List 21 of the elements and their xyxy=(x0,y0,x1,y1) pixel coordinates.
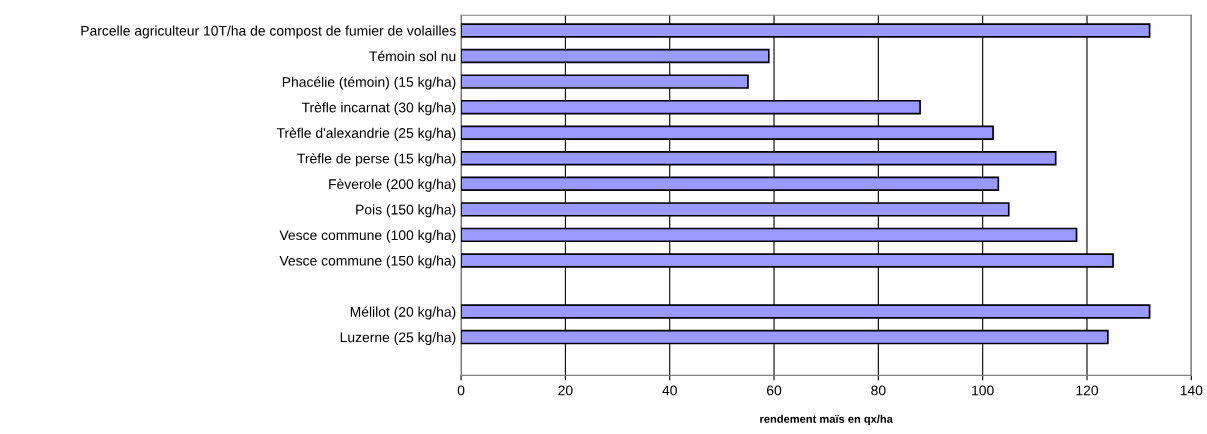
x-tick-label: 120 xyxy=(1076,385,1099,396)
y-tick-label: Mélilot (20 kg/ha) xyxy=(350,306,456,320)
x-tick-label: 20 xyxy=(558,385,573,396)
y-tick-label: Fèverole (200 kg/ha) xyxy=(329,178,456,192)
y-tick-label: Trèfle incarnat (30 kg/ha) xyxy=(301,102,456,116)
x-tick-label: 80 xyxy=(871,385,886,396)
x-tick-label: 0 xyxy=(457,385,465,396)
y-tick-label: Vesce commune (100 kg/ha) xyxy=(279,229,456,243)
y-tick-label: Phacélie (témoin) (15 kg/ha) xyxy=(282,76,456,90)
y-tick-label: Vesce commune (150 kg/ha) xyxy=(279,255,456,269)
x-axis-title: rendement maïs en qx/ha xyxy=(760,414,893,426)
y-tick-label: Trèfle de perse (15 kg/ha) xyxy=(297,153,456,167)
x-tick-label: 60 xyxy=(767,385,782,396)
x-tick-label: 100 xyxy=(972,385,994,396)
y-tick-label: Pois (150 kg/ha) xyxy=(356,204,456,218)
y-tick-label: Trèfle d'alexandrie (25 kg/ha) xyxy=(276,127,456,141)
x-tick-label: 140 xyxy=(1180,385,1203,396)
x-tick-label: 40 xyxy=(662,385,677,396)
y-tick-label: Parcelle agriculteur 10T/ha de compost de fumier de volailles xyxy=(81,25,456,39)
y-tick-label: Luzerne (25 kg/ha) xyxy=(340,332,456,345)
y-tick-label: Témoin sol nu xyxy=(369,50,456,62)
